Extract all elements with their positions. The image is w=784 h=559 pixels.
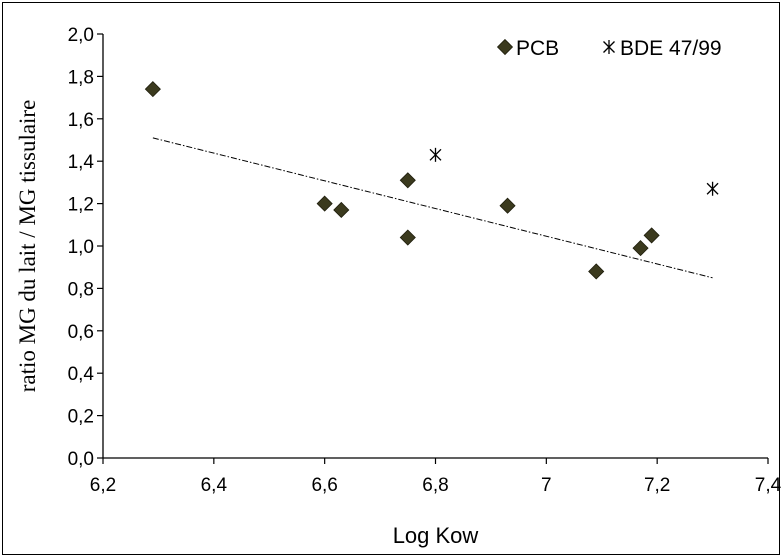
- y-axis-label: ratio MG du lait / MG tissulaire: [15, 100, 40, 393]
- y-tick-label: 1,8: [68, 67, 94, 88]
- y-tick-label: 1,6: [68, 110, 94, 131]
- y-tick-label: 1,0: [68, 237, 94, 258]
- pcb-point: [333, 201, 350, 219]
- y-tick-label: 1,2: [68, 195, 94, 216]
- y-tick-label: 0,8: [68, 279, 94, 300]
- pcb-point: [588, 263, 605, 280]
- pcb-point: [499, 197, 516, 214]
- x-tick-label: 6,6: [311, 475, 337, 496]
- legend: PCB BDE 47/99: [496, 37, 722, 60]
- legend-bde-marker: [603, 40, 615, 54]
- y-tick-label: 2,0: [68, 25, 94, 46]
- legend-pcb-label: PCB: [516, 37, 559, 60]
- bde-point: [706, 181, 719, 196]
- x-tick-label: 7,2: [644, 475, 670, 496]
- axes: [97, 33, 769, 464]
- legend-bde-label: BDE 47/99: [620, 37, 722, 60]
- y-tick-label: 0,0: [68, 449, 94, 470]
- y-tick-label: 0,2: [68, 407, 94, 428]
- pcb-point: [632, 240, 649, 257]
- x-tick-label: 6,8: [422, 475, 448, 496]
- pcb-point: [144, 81, 161, 98]
- x-tick-label: 7,4: [755, 475, 782, 496]
- legend-bde-star: [603, 40, 615, 54]
- x-tick-label: 6,4: [201, 475, 228, 496]
- pcb-point: [316, 195, 333, 212]
- x-tick-label: 6,2: [90, 475, 116, 496]
- legend-pcb-marker: [496, 38, 514, 56]
- bde-point: [429, 147, 442, 162]
- trendline-layer: [152, 137, 713, 279]
- tick-labels: 0,0 0,2 0,4 0,6 0,8 1,0 1,2 1,4 1,6 1,8 2,0 6,2 6,4 6…: [68, 25, 782, 496]
- legend-pcb-diamond: [496, 38, 514, 56]
- x-axis-label: Log Kow: [393, 523, 479, 548]
- x-tick-label: 7: [541, 475, 552, 496]
- pcb-point: [399, 229, 416, 246]
- trendline: [152, 137, 713, 279]
- y-tick-label: 0,6: [68, 322, 94, 343]
- data-points: [144, 81, 719, 280]
- pcb-point: [399, 172, 416, 189]
- y-tick-label: 1,4: [68, 152, 95, 173]
- pcb-point: [643, 227, 660, 244]
- y-tick-label: 0,4: [68, 364, 95, 385]
